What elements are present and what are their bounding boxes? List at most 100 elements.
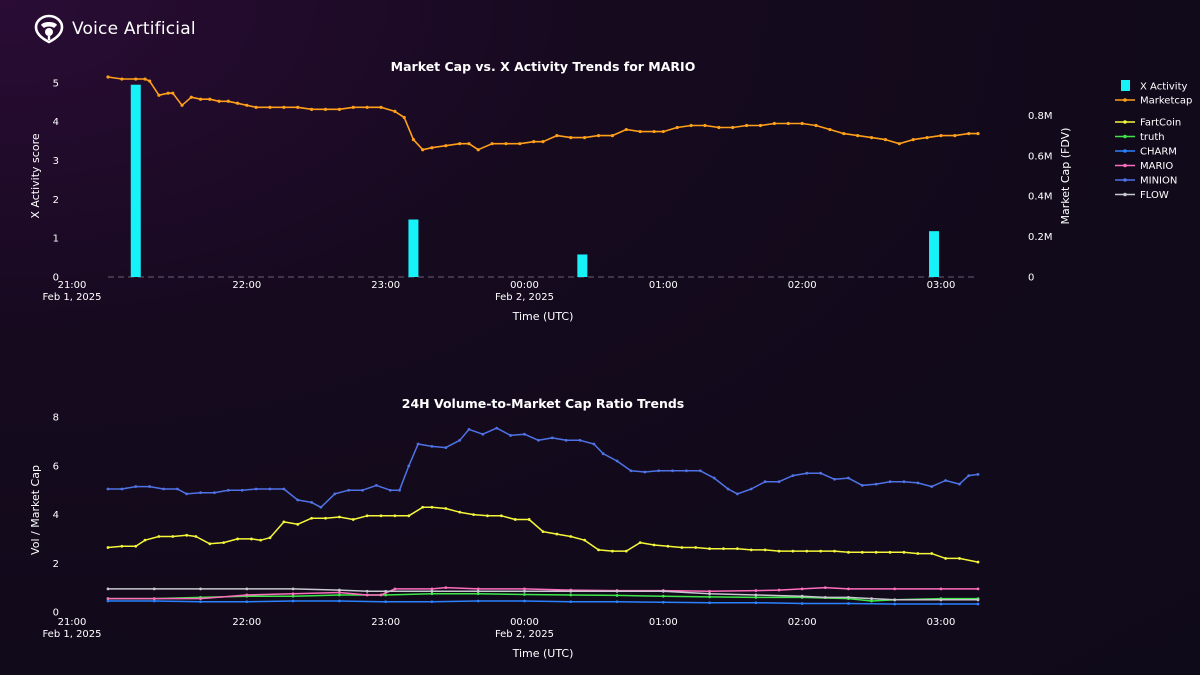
series-point-minion-7 [199, 491, 202, 495]
series-point-fartcoin-1 [120, 544, 124, 548]
marketcap-point-25 [379, 105, 383, 109]
series-point-charm-5 [337, 599, 341, 603]
series-point-flow-20 [893, 598, 897, 602]
series-point-charm-2 [199, 600, 202, 604]
marketcap-point-14 [235, 101, 240, 105]
series-point-mario-5 [337, 591, 341, 594]
series-point-fartcoin-8 [208, 542, 212, 546]
chart2-xtick-date-0: Feb 1, 2025 [42, 629, 101, 640]
series-point-minion-34 [550, 436, 554, 440]
series-point-fartcoin-46 [722, 547, 725, 551]
x-activity-bar-0 [130, 84, 141, 277]
series-point-fartcoin-57 [874, 550, 878, 554]
marketcap-point-57 [786, 121, 790, 126]
series-point-fartcoin-24 [421, 505, 425, 509]
series-point-minion-0 [106, 487, 110, 491]
chart1-ytick-right-4: 0.8M [1028, 111, 1053, 122]
series-point-minion-24 [416, 442, 420, 446]
series-point-flow-9 [476, 589, 480, 593]
legend-flow-label: FLOW [1140, 190, 1169, 201]
series-point-minion-54 [819, 471, 823, 475]
marketcap-point-45 [624, 127, 628, 132]
chart1-ytick-left-1: 1 [53, 234, 59, 245]
series-point-truth-7 [430, 592, 434, 596]
series-point-charm-10 [569, 600, 573, 604]
series-point-charm-1 [152, 599, 156, 603]
series-point-minion-26 [444, 446, 448, 450]
series-point-minion-19 [361, 488, 364, 492]
marketcap-point-34 [476, 148, 480, 152]
chart2-ytick-2: 4 [53, 510, 59, 521]
series-point-minion-62 [930, 485, 934, 488]
series-point-fartcoin-12 [259, 538, 263, 542]
marketcap-point-15 [245, 103, 249, 107]
series-point-mario-24 [976, 587, 980, 591]
series-point-fartcoin-18 [337, 515, 341, 519]
series-point-minion-4 [162, 487, 165, 491]
series-point-minion-37 [592, 442, 596, 446]
marketcap-point-5 [157, 93, 161, 97]
legend-truth-marker [1123, 134, 1127, 139]
series-point-minion-65 [967, 474, 971, 478]
marketcap-point-65 [897, 142, 901, 146]
x-activity-bar-3 [929, 231, 940, 277]
chart1-ytick-right-2: 0.4M [1028, 192, 1053, 203]
series-point-minion-36 [578, 438, 582, 442]
chart2-ylabel: Vol / Market Cap [29, 465, 42, 555]
chart2-xtick-2: 23:00 [371, 617, 400, 628]
chart1-xtick-6: 03:00 [927, 280, 956, 291]
series-point-minion-55 [833, 477, 836, 481]
series-point-truth-13 [708, 595, 711, 599]
series-point-mario-7 [379, 593, 383, 597]
series-point-minion-64 [958, 482, 961, 486]
series-point-charm-8 [476, 599, 480, 603]
series-point-minion-52 [791, 474, 795, 478]
series-point-fartcoin-3 [143, 538, 147, 542]
marketcap-point-1 [120, 77, 124, 81]
series-point-mario-21 [847, 587, 850, 591]
series-point-charm-17 [893, 602, 897, 606]
series-point-fartcoin-23 [407, 514, 411, 518]
chart2-title: 24H Volume-to-Market Cap Ratio Trends [402, 396, 684, 411]
series-point-flow-3 [245, 587, 249, 591]
series-point-fartcoin-61 [930, 552, 934, 555]
series-point-flow-4 [291, 587, 295, 591]
series-point-flow-0 [106, 587, 110, 591]
marketcap-point-24 [365, 105, 369, 109]
series-point-flow-16 [800, 594, 804, 598]
legend-charm-marker [1123, 149, 1127, 153]
marketcap-point-11 [208, 97, 212, 101]
series-point-minion-31 [509, 434, 513, 437]
series-point-truth-14 [754, 595, 758, 599]
series-point-fartcoin-29 [486, 514, 489, 518]
series-point-minion-44 [685, 469, 688, 473]
brand: Voice Artificial [34, 12, 196, 46]
legend-fartcoin-marker [1123, 120, 1127, 124]
series-point-fartcoin-25 [430, 505, 434, 509]
legend-marketcap-label: Marketcap [1140, 96, 1192, 107]
marketcap-point-40 [555, 134, 559, 138]
series-point-truth-12 [661, 594, 665, 598]
series-point-minion-48 [735, 492, 739, 496]
series-point-minion-51 [777, 480, 781, 484]
marketcap-point-53 [731, 125, 735, 130]
chart1-xtick-date-3: Feb 2, 2025 [495, 292, 554, 303]
chart1-xtick-0: 21:00 [58, 280, 87, 291]
series-point-fartcoin-33 [541, 530, 545, 534]
series-point-minion-39 [615, 459, 619, 463]
series-point-fartcoin-37 [597, 548, 600, 552]
marketcap-point-61 [842, 131, 846, 136]
marketcap-point-27 [402, 115, 406, 120]
series-point-minion-27 [458, 438, 462, 442]
series-point-fartcoin-36 [583, 538, 587, 542]
chart1-ytick-left-3: 3 [53, 156, 59, 167]
marketcap-point-33 [467, 142, 471, 146]
marketcap-point-0 [106, 75, 110, 79]
series-point-charm-15 [800, 602, 804, 605]
legend-truth-label: truth [1140, 132, 1165, 143]
chart1-ylabel-left: X Activity score [29, 133, 42, 218]
series-point-fartcoin-4 [157, 535, 161, 538]
series-point-truth-17 [870, 599, 873, 603]
series-point-fartcoin-34 [555, 532, 559, 536]
marketcap-point-66 [911, 138, 915, 142]
